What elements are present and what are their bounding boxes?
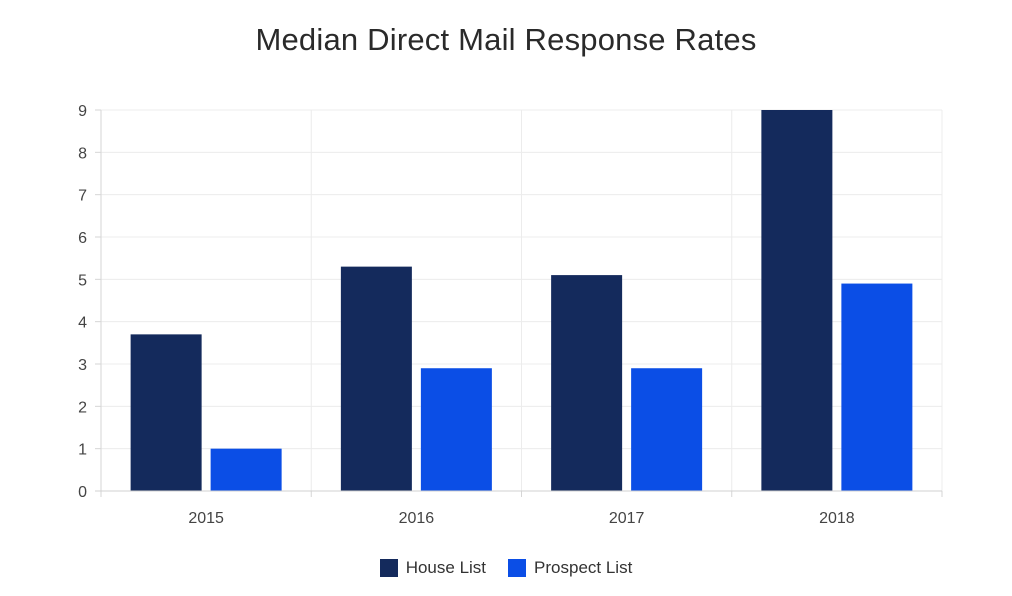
- x-tick-label: 2018: [819, 510, 855, 527]
- bars: [130, 110, 913, 491]
- bar-house-list-2016: [340, 266, 412, 491]
- prospect-list-swatch-icon: [508, 559, 527, 577]
- bar-house-list-2018: [761, 110, 833, 491]
- y-tick-label: 7: [78, 188, 87, 205]
- y-tick-label: 3: [78, 357, 87, 374]
- legend-item-prospect-list[interactable]: Prospect List: [508, 558, 632, 578]
- y-tick-label: 1: [78, 442, 87, 459]
- bar-house-list-2017: [551, 275, 623, 491]
- bar-house-list-2015: [130, 334, 202, 491]
- chart-title: Median Direct Mail Response Rates: [255, 22, 757, 57]
- y-tick-label: 6: [78, 230, 87, 247]
- legend-item-house-list[interactable]: House List: [379, 558, 487, 578]
- x-tick-label: 2015: [188, 510, 224, 527]
- bar-prospect-list-2018: [841, 283, 913, 491]
- x-tick-label: 2016: [399, 510, 435, 527]
- axes: 0 1 2 3 4 5 6 7 8 9 2015 2016 2017 2018: [78, 103, 943, 527]
- bar-prospect-list-2016: [420, 368, 492, 491]
- x-tick-label: 2017: [609, 510, 645, 527]
- legend-label-house-list: House List: [405, 558, 487, 577]
- bar-prospect-list-2015: [210, 448, 282, 491]
- legend: House List Prospect List: [0, 558, 1012, 578]
- y-tick-label: 8: [78, 145, 87, 162]
- legend-label-prospect-list: Prospect List: [534, 558, 633, 577]
- house-list-swatch-icon: [379, 559, 398, 577]
- y-tick-label: 5: [78, 272, 87, 289]
- y-tick-label: 0: [78, 484, 87, 501]
- y-tick-label: 4: [78, 315, 87, 332]
- y-tick-label: 2: [78, 399, 87, 416]
- y-tick-label: 9: [78, 103, 87, 120]
- bar-prospect-list-2017: [631, 368, 703, 491]
